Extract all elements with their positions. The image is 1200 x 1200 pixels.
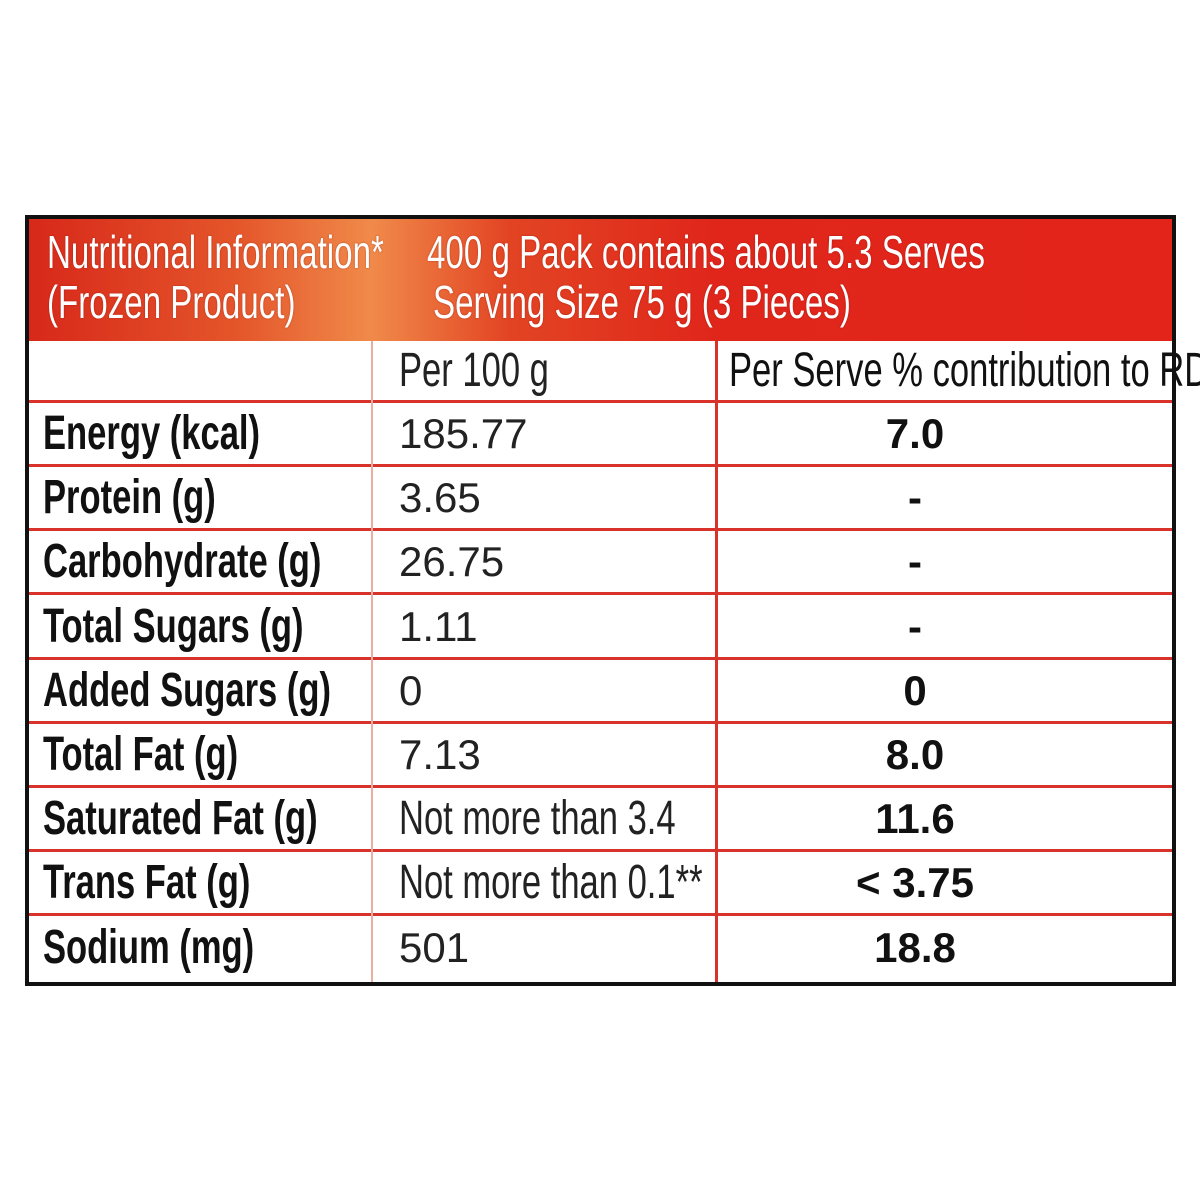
rda-value: - <box>908 602 922 650</box>
nutrient-name: Added Sugars (g) <box>43 663 332 717</box>
table-row: Protein (g) 3.65 - <box>29 467 1172 532</box>
column-header-per-100g: Per 100 g <box>399 344 549 397</box>
nutrient-name: Total Fat (g) <box>43 728 239 781</box>
nutrient-name: Energy (kcal) <box>43 407 261 460</box>
nutrient-name: Carbohydrate (g) <box>43 535 322 589</box>
nutrition-table: Nutritional Information* (Frozen Product… <box>25 215 1200 986</box>
table-row: Energy (kcal) 185.77 7.0 <box>29 403 1172 467</box>
rda-value: - <box>908 538 922 586</box>
rda-value: 11.6 <box>875 795 955 843</box>
per-100g-value: 501 <box>399 923 470 971</box>
product-state: (Frozen Product) <box>47 276 296 328</box>
nutrient-name: Total Sugars (g) <box>43 599 304 653</box>
rda-value: - <box>908 474 922 522</box>
column-divider <box>715 341 718 982</box>
nutrient-name: Saturated Fat (g) <box>43 792 318 846</box>
table-row: Total Sugars (g) 1.11 - <box>29 596 1172 660</box>
rda-value: < 3.75 <box>856 859 974 907</box>
rda-value: 7.0 <box>885 410 945 457</box>
rda-value: 18.8 <box>874 923 956 971</box>
per-100g-value: 7.13 <box>399 731 481 778</box>
rda-value: 0 <box>903 666 927 714</box>
per-100g-value: 185.77 <box>399 410 528 457</box>
nutrient-name: Protein (g) <box>43 471 216 525</box>
per-100g-value: Not more than 0.1** <box>399 856 703 910</box>
serving-size: Serving Size 75 g (3 Pieces) <box>433 276 851 328</box>
column-header-row: Per 100 g Per Serve % contribution to RDA… <box>29 341 1200 403</box>
per-100g-value: 3.65 <box>399 474 481 522</box>
table-row: Total Fat (g) 7.13 8.0 <box>29 724 1172 788</box>
per-100g-value: 0 <box>399 666 423 714</box>
table-row: Added Sugars (g) 0 0 <box>29 660 1172 724</box>
table-row: Saturated Fat (g) Not more than 3.4 11.6 <box>29 788 1172 853</box>
per-100g-value: 1.11 <box>399 602 478 650</box>
nutrient-name: Sodium (mg) <box>43 920 255 974</box>
pack-info: 400 g Pack contains about 5.3 Serves <box>427 226 985 278</box>
rda-value: 8.0 <box>885 731 945 778</box>
table-row: Carbohydrate (g) 26.75 - <box>29 531 1172 596</box>
table-row: Sodium (mg) 501 18.8 <box>29 917 1172 978</box>
column-divider <box>371 341 373 982</box>
nutrition-title: Nutritional Information* <box>47 226 384 278</box>
column-header-rda: Per Serve % contribution to RDA^ <box>729 344 1200 397</box>
per-100g-value: 26.75 <box>399 538 505 586</box>
per-100g-value: Not more than 3.4 <box>399 792 676 846</box>
table-header-band: Nutritional Information* (Frozen Product… <box>29 219 1172 341</box>
table-row: Trans Fat (g) Not more than 0.1** < 3.75 <box>29 852 1172 917</box>
nutrient-name: Trans Fat (g) <box>43 856 251 910</box>
